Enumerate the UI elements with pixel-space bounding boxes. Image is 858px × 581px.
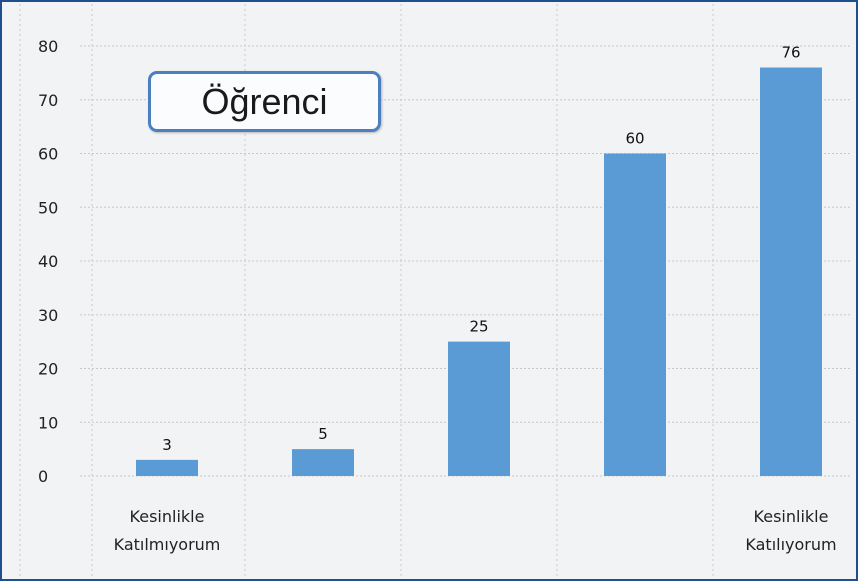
category-labels: Kesinlikle Katılmıyorum Kesinlikle Katılıyo… [114, 507, 837, 554]
y-axis-ticks: 0 10 20 30 40 50 60 70 80 [38, 37, 58, 486]
data-labels: 3 5 25 60 76 [162, 44, 800, 454]
x-category-label: Katılıyorum [745, 535, 836, 554]
y-tick-label: 60 [38, 145, 58, 164]
y-tick-label: 50 [38, 198, 58, 217]
bar [136, 459, 198, 476]
bar [760, 67, 822, 476]
x-category-label: Kesinlikle [754, 507, 829, 526]
x-category-label: Katılmıyorum [114, 535, 221, 554]
data-label: 60 [625, 130, 644, 148]
x-category-label: Kesinlikle [130, 507, 205, 526]
bars [136, 67, 822, 476]
y-tick-label: 80 [38, 37, 58, 56]
y-tick-label: 0 [38, 467, 48, 486]
bar [448, 341, 510, 476]
data-label: 76 [781, 44, 800, 62]
bar [292, 449, 354, 476]
y-tick-label: 20 [38, 360, 58, 379]
y-tick-label: 30 [38, 306, 58, 325]
data-label: 5 [318, 425, 328, 443]
y-tick-label: 70 [38, 91, 58, 110]
bar [604, 153, 666, 476]
y-tick-label: 10 [38, 413, 58, 432]
gridlines [19, 4, 852, 577]
data-label: 25 [469, 318, 488, 336]
y-tick-label: 40 [38, 252, 58, 271]
annotation-label: Öğrenci [148, 71, 381, 132]
data-label: 3 [162, 436, 172, 454]
